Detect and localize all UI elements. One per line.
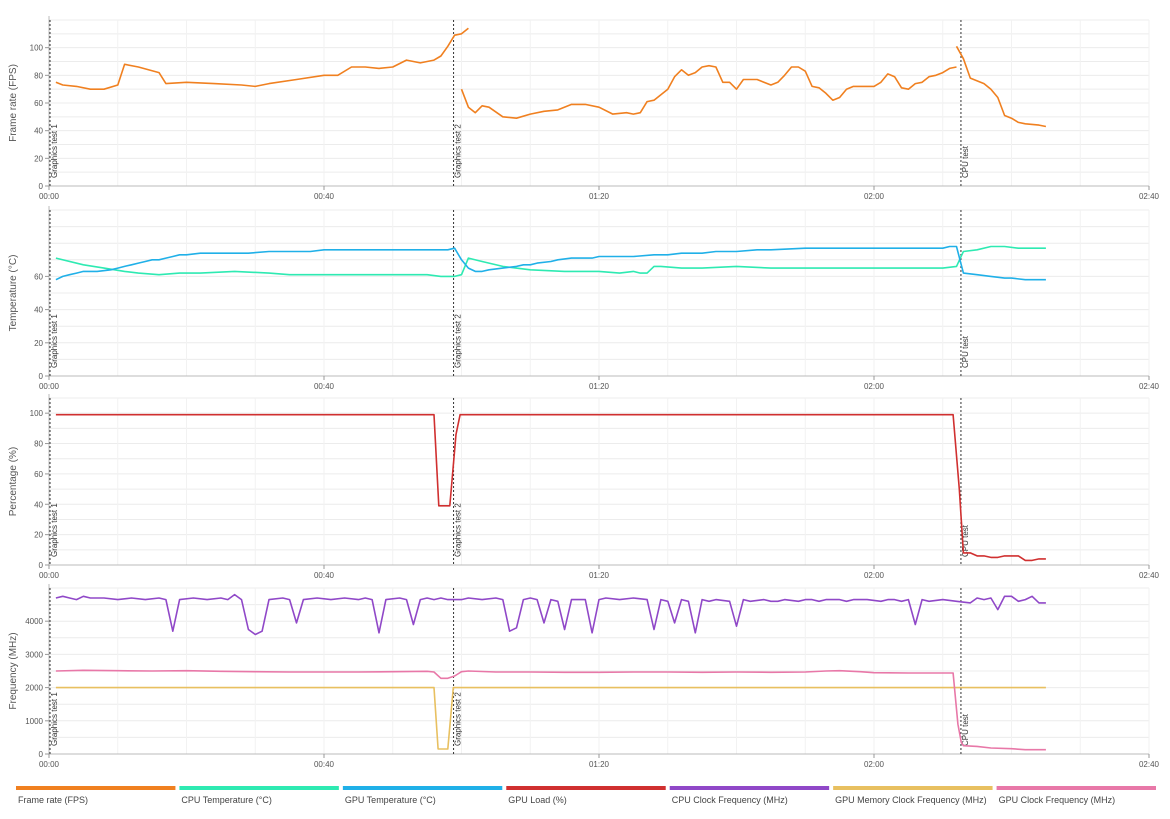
- x-tick-label: 00:40: [314, 571, 335, 580]
- chart-panel: 0 20 40 60 80 100 00:00 00:40 01:20 02:00 02:40 Per…: [8, 394, 1160, 580]
- test-marker-label: Graphics test 1: [50, 692, 59, 746]
- series-line: [55, 413, 1046, 562]
- x-tick-label: 02:00: [864, 192, 885, 201]
- test-marker-label: CPU test: [961, 524, 970, 557]
- legend-label: GPU Temperature (°C): [345, 795, 436, 805]
- legend-swatch: [506, 786, 666, 790]
- y-tick-label: 60: [34, 99, 43, 108]
- legend-swatch: [179, 786, 339, 790]
- test-marker-label: Graphics test 1: [50, 124, 59, 178]
- x-tick-label: 02:00: [864, 382, 885, 391]
- y-tick-label: 40: [34, 127, 43, 136]
- test-marker-label: Graphics test 2: [454, 314, 463, 368]
- test-marker-label: Graphics test 2: [454, 503, 463, 557]
- legend-swatch: [996, 786, 1156, 790]
- y-tick-label: 60: [34, 272, 43, 281]
- y-tick-label: 0: [39, 750, 44, 759]
- y-axis-label: Frequency (MHz): [8, 632, 19, 709]
- y-tick-label: 4000: [25, 617, 43, 626]
- legend-label: GPU Memory Clock Frequency (MHz): [835, 795, 987, 805]
- legend-label: Frame rate (FPS): [18, 795, 88, 805]
- x-tick-label: 00:00: [39, 571, 60, 580]
- legend-label: GPU Load (%): [508, 795, 567, 805]
- x-tick-label: 00:40: [314, 382, 335, 391]
- y-tick-label: 3000: [25, 650, 43, 659]
- x-tick-label: 02:40: [1139, 192, 1160, 201]
- y-tick-label: 80: [34, 440, 43, 449]
- y-tick-label: 0: [39, 561, 44, 570]
- y-tick-label: 1000: [25, 717, 43, 726]
- series-line: [55, 593, 1046, 636]
- x-tick-label: 02:00: [864, 571, 885, 580]
- x-tick-label: 00:00: [39, 192, 60, 201]
- legend-swatch: [16, 786, 176, 790]
- series-line: [55, 686, 1046, 750]
- x-tick-label: 00:40: [314, 760, 335, 769]
- y-tick-label: 80: [34, 71, 43, 80]
- legend: Frame rate (FPS) CPU Temperature (°C) GPU …: [16, 786, 1156, 805]
- x-tick-label: 00:00: [39, 760, 60, 769]
- y-tick-label: 20: [34, 154, 43, 163]
- legend-swatch: [669, 786, 830, 790]
- legend-label: CPU Temperature (°C): [181, 795, 271, 805]
- x-tick-label: 01:20: [589, 760, 610, 769]
- series-line: [55, 27, 469, 90]
- y-axis-label: Temperature (°C): [8, 255, 19, 332]
- series-line: [955, 45, 1047, 128]
- y-axis-label: Percentage (%): [8, 447, 19, 516]
- legend-label: CPU Clock Frequency (MHz): [672, 795, 788, 805]
- chart-panel: 0 1000 2000 3000 4000 00:00 00:40 01:20 02:00 02:…: [8, 584, 1160, 769]
- y-tick-label: 0: [39, 182, 44, 191]
- y-tick-label: 40: [34, 306, 43, 315]
- series-line: [55, 245, 1046, 281]
- test-marker-label: CPU test: [961, 713, 970, 746]
- y-tick-label: 20: [34, 531, 43, 540]
- series-line: [55, 245, 1046, 278]
- x-tick-label: 02:40: [1139, 382, 1160, 391]
- y-axis-label: Frame rate (FPS): [8, 64, 19, 142]
- y-tick-label: 40: [34, 500, 43, 509]
- x-tick-label: 02:40: [1139, 760, 1160, 769]
- test-marker-label: Graphics test 2: [454, 124, 463, 178]
- x-tick-label: 00:00: [39, 382, 60, 391]
- test-marker-label: CPU test: [961, 145, 970, 178]
- x-tick-label: 02:00: [864, 760, 885, 769]
- chart-panel: 0 20 40 60 80 100 00:00 00:40 01:20 02:00 02:40 Fra…: [8, 16, 1160, 201]
- x-tick-label: 01:20: [589, 192, 610, 201]
- x-tick-label: 00:40: [314, 192, 335, 201]
- x-tick-label: 01:20: [589, 571, 610, 580]
- y-tick-label: 2000: [25, 684, 43, 693]
- legend-swatch: [833, 786, 993, 790]
- legend-label: GPU Clock Frequency (MHz): [999, 795, 1116, 805]
- series-line: [460, 64, 957, 119]
- y-tick-label: 0: [39, 372, 44, 381]
- legend-swatch: [342, 786, 503, 790]
- y-tick-label: 100: [30, 409, 44, 418]
- y-tick-label: 20: [34, 339, 43, 348]
- test-marker-label: CPU test: [961, 335, 970, 368]
- test-marker-label: Graphics test 1: [50, 503, 59, 557]
- y-tick-label: 60: [34, 470, 43, 479]
- x-tick-label: 02:40: [1139, 571, 1160, 580]
- series-line: [55, 669, 1046, 751]
- test-marker-label: Graphics test 1: [50, 314, 59, 368]
- test-marker-label: Graphics test 2: [454, 692, 463, 746]
- chart-panel: 0 20 40 60 00:00 00:40 01:20 02:00 02:40 Temperat…: [8, 206, 1160, 391]
- x-tick-label: 01:20: [589, 382, 610, 391]
- y-tick-label: 100: [30, 44, 44, 53]
